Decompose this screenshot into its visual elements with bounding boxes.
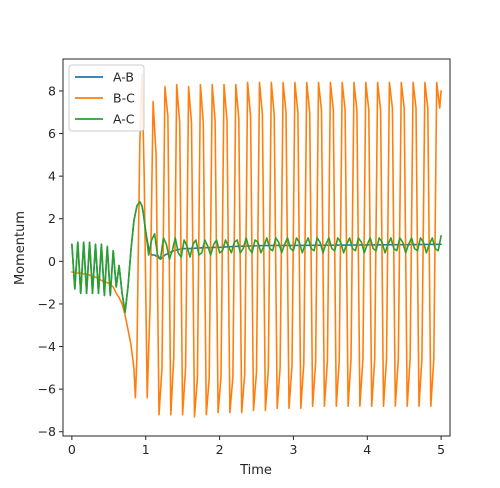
y-tick-label: −6 [38,382,56,397]
y-tick-label: −8 [38,424,56,439]
plot-frame [62,58,451,437]
x-tick-label: 5 [437,442,445,457]
y-tick-label: 2 [48,211,56,226]
series-line-a-c [71,200,442,314]
x-axis: 0 1 2 3 4 5 [68,436,445,457]
x-tick-label: 3 [289,442,297,457]
legend: A-B B-C A-C [68,64,145,132]
y-tick-label: 4 [48,169,56,184]
y-tick-label: 0 [48,254,56,269]
x-tick-label: 0 [68,442,76,457]
series-layer [71,73,442,418]
series-line-b-c [71,73,442,418]
legend-label-a-c: A-C [113,112,135,127]
x-tick-label: 2 [216,442,224,457]
y-axis: −8 −6 −4 −2 0 2 4 6 8 [38,83,63,439]
y-tick-label: −2 [38,296,56,311]
y-tick-label: −4 [38,339,56,354]
legend-frame [68,64,145,132]
legend-label-a-b: A-B [113,70,134,85]
legend-label-b-c: B-C [113,91,135,106]
legend-entries: A-B B-C A-C [75,70,135,127]
x-axis-title: Time [239,463,272,478]
y-tick-label: 8 [48,83,56,98]
y-tick-label: 6 [48,126,56,141]
x-tick-label: 1 [142,442,150,457]
y-axis-title: Momentum [13,211,28,285]
x-tick-label: 4 [363,442,371,457]
